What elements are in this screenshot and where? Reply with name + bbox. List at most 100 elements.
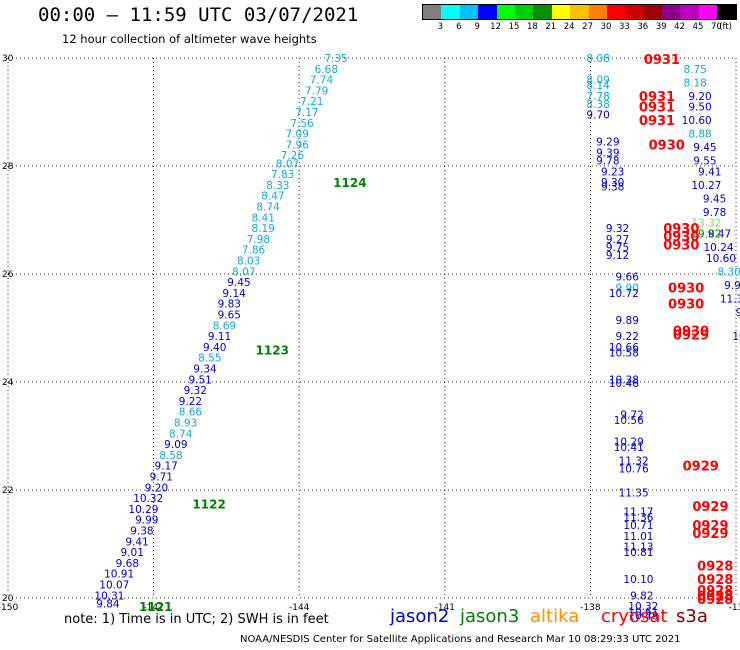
wave-height-value: 8.41 — [252, 212, 275, 224]
wave-height-value: 9.84 — [96, 598, 120, 610]
colorbar-swatch — [423, 5, 442, 19]
pass-time-label: 0931 — [639, 101, 675, 116]
wave-height-value: 9.66 — [616, 272, 640, 284]
wave-height-value: 9.38 — [130, 526, 153, 538]
wave-height-value: 10.72 — [609, 288, 639, 300]
wave-height-value: 10.66 — [609, 342, 639, 354]
wave-height-value: 9.29 — [596, 137, 619, 149]
wave-height-value: 9.20 — [688, 91, 711, 103]
wave-height-value: 9.75 — [606, 242, 629, 254]
colorbar-label: 18 — [526, 22, 538, 32]
wave-height-value: 11.13 — [623, 542, 653, 554]
legend-item-cryosat: cryosat — [601, 606, 668, 627]
x-tick-label: -141 — [435, 603, 455, 613]
wave-height-value: 10.71 — [623, 520, 653, 532]
pass-time-label: 0930 — [673, 325, 709, 340]
wave-height-value: 10.38 — [609, 374, 639, 386]
wave-height-value: 8.58 — [159, 450, 182, 462]
wave-height-value: 9.68 — [116, 558, 139, 570]
wave-height-value: 8.69 — [213, 320, 236, 332]
x-tick-label: -144 — [289, 603, 310, 613]
pass-time-label: 0930 — [649, 138, 685, 153]
pass-time-label: 0929 — [683, 460, 719, 475]
colorbar-swatch — [625, 5, 644, 19]
wave-height-value: 8.66 — [179, 407, 203, 419]
wave-height-value: 9.20 — [145, 482, 168, 494]
colorbar-swatch — [570, 5, 589, 19]
wave-height-value: 8.47 — [261, 191, 284, 203]
wave-height-value: 9.45 — [703, 193, 726, 205]
wave-height-value: 9.82 — [630, 590, 653, 602]
wave-height-value: 10.91 — [104, 569, 134, 581]
wave-height-value: 11.01 — [623, 531, 653, 543]
colorbar-labels: 3 6 9 12 15 18 21 24 27 30 33 36 39 42 45 70 (ft) — [422, 20, 737, 32]
wave-height-value: 13.32 — [691, 218, 721, 230]
colorbar-label: 27 — [582, 22, 594, 32]
wave-height-value: 9.9 — [724, 280, 740, 292]
wave-height-value: 8.33 — [266, 180, 289, 192]
wave-height-value: 9.32 — [184, 385, 207, 397]
wave-height-value: 7.98 — [247, 234, 270, 246]
pass-time-label: 0929 — [673, 328, 709, 343]
wave-height-value: 8.38 — [586, 99, 609, 111]
pass-time-label: 0928 — [697, 584, 733, 599]
x-tick-label: -13 — [729, 603, 740, 613]
wave-height-value: 9.23 — [601, 166, 624, 178]
wave-height-value: 9.41 — [698, 166, 721, 178]
wave-height-value: 9.01 — [121, 547, 144, 559]
wave-height-value: 10.46 — [609, 378, 639, 390]
wave-height-value: 8.93 — [174, 418, 197, 430]
wave-height-value: 10.24 — [704, 242, 734, 254]
wave-height-value: 9.78 — [703, 207, 726, 219]
legend-item-s3a: s3a — [676, 606, 708, 627]
wave-height-value: 8.08 — [586, 53, 609, 65]
wave-height-value: 9. — [736, 307, 740, 319]
x-tick-label: -147 — [143, 603, 163, 613]
pass-time-label: 0930 — [668, 298, 704, 313]
wave-height-value: 10.58 — [609, 347, 639, 359]
pass-time-label: 1124 — [333, 176, 366, 190]
wave-height-value: 9.34 — [193, 364, 217, 376]
wave-height-value: 10.29 — [614, 436, 644, 448]
wave-height-value: 9.22 — [179, 396, 202, 408]
colorbar-label: 45 — [692, 22, 704, 32]
colorbar-label: 12 — [490, 22, 502, 32]
y-tick-label: 24 — [2, 378, 14, 388]
wave-height-value: 9.17 — [154, 461, 177, 473]
wave-height-value: 10.29 — [128, 504, 158, 516]
wave-height-value: 9.83 — [218, 299, 241, 311]
wave-height-value: 9.51 — [188, 374, 211, 386]
wave-height-value: 10.10 — [623, 574, 653, 586]
colorbar-swatch — [478, 5, 497, 19]
wave-height-value: 11.17 — [623, 507, 653, 519]
colorbar-swatch — [588, 5, 607, 19]
wave-height-value: 11.32 — [619, 455, 649, 467]
chart-title: 00:00 — 11:59 UTC 03/07/2021 — [38, 4, 359, 26]
wave-height-value: 9.45 — [227, 277, 250, 289]
pass-time-label: 0931 — [639, 90, 675, 105]
wave-height-value: 10.32 — [628, 601, 658, 613]
y-tick-label: 30 — [2, 54, 14, 64]
wave-height-value: 6.68 — [315, 64, 338, 76]
wave-height-value: 10.60 — [706, 253, 736, 265]
wave-height-value: 19.82 — [691, 229, 721, 241]
colorbar-label: 9 — [474, 22, 480, 32]
wave-height-value: 9.99 — [135, 515, 158, 527]
wave-height-value: 10.07 — [99, 580, 129, 592]
colorbar-label: 33 — [618, 22, 630, 32]
wave-height-value: 10.31 — [94, 590, 124, 602]
pass-time-label: 0929 — [692, 500, 728, 515]
wave-height-value: 8.07 — [276, 158, 299, 170]
pass-time-label: 0930 — [663, 230, 699, 245]
colorbar-swatch — [680, 5, 699, 19]
chart-subtitle: 12 hour collection of altimeter wave hei… — [62, 32, 317, 46]
wave-height-value: 10.61 — [628, 607, 658, 619]
pass-time-label: 0929 — [692, 527, 728, 542]
wave-height-value: 9.65 — [218, 310, 241, 322]
pass-time-label: 0931 — [644, 53, 680, 68]
pass-time-label: 1122 — [192, 498, 225, 512]
footer-credit: NOAA/NESDIS Center for Satellite Applica… — [240, 634, 681, 645]
wave-height-value: 9.45 — [693, 142, 716, 154]
colorbar-swatch — [643, 5, 663, 19]
